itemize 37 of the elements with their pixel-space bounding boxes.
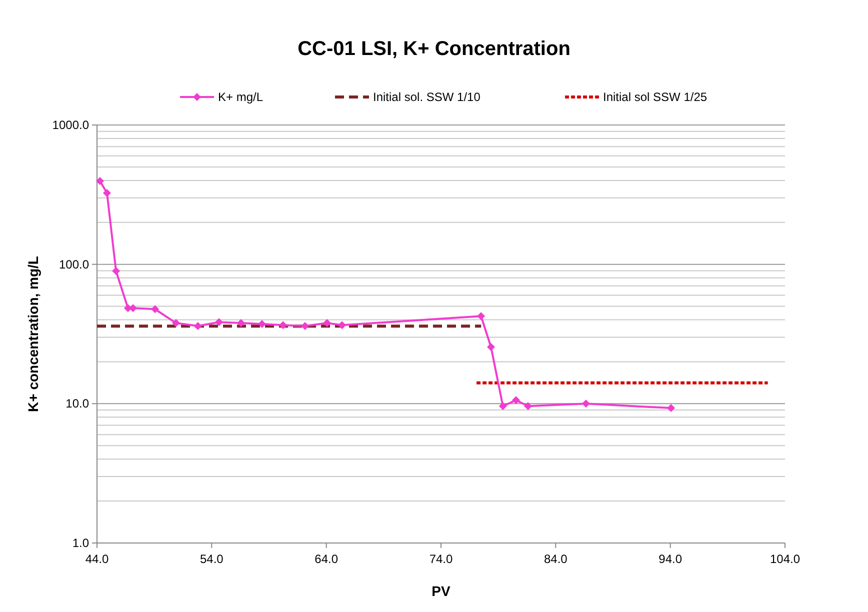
x-tick-label: 84.0 [544,552,568,566]
legend-label: Initial sol SSW 1/25 [603,90,708,104]
x-tick-label: 94.0 [658,552,682,566]
y-tick-label: 10.0 [66,396,90,411]
point [258,320,266,328]
point [338,321,346,330]
point [102,189,111,198]
legend-label: Initial sol. SSW 1/10 [373,90,481,104]
point [582,400,590,408]
y-axis-title: K+ concentration, mg/L [25,256,41,412]
point [667,404,676,412]
x-axis-title: PV [432,583,451,599]
point [96,177,104,186]
legend-label: K+ mg/L [218,90,264,104]
point [524,402,532,410]
point [498,402,507,410]
point [172,319,180,328]
x-tick-label: 64.0 [314,552,338,566]
point [477,312,486,320]
x-tick-label: 44.0 [85,552,109,566]
chart-title: CC-01 LSI, K+ Concentration [298,38,570,60]
point [112,267,120,276]
point [194,322,202,330]
y-tick-label: 1000.0 [52,118,90,132]
y-tick-label: 1.0 [72,536,90,550]
point [486,343,495,352]
point [237,319,246,328]
x-tick-label: 74.0 [429,552,453,566]
x-tick-label: 104.0 [770,552,800,566]
point [301,322,310,330]
point [323,319,332,328]
y-tick-label: 100.0 [58,257,90,272]
point [512,396,520,404]
point [278,321,287,330]
point [151,305,160,314]
point [215,318,224,326]
x-tick-label: 54.0 [200,552,224,566]
